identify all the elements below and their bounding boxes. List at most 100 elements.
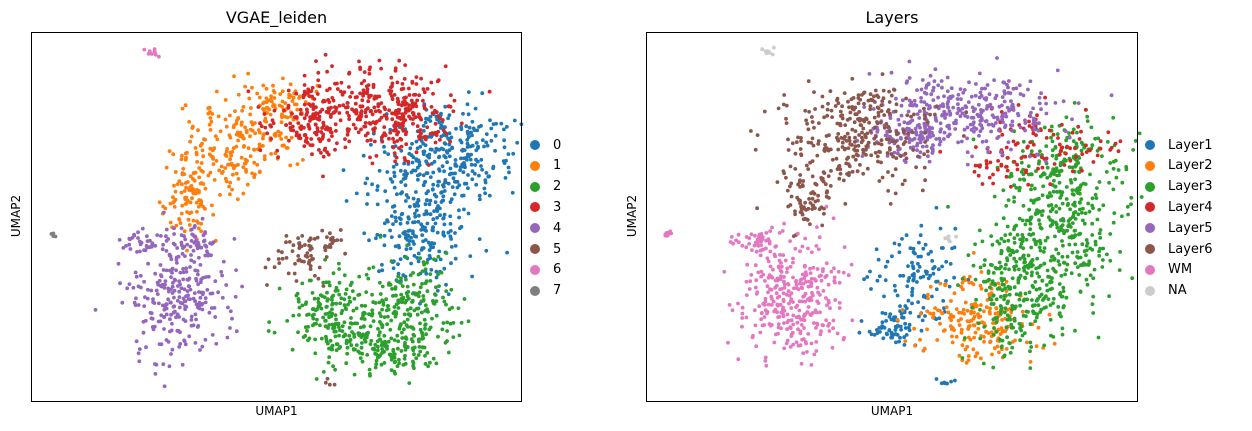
scatter-point <box>333 81 337 86</box>
scatter-point <box>373 342 378 347</box>
scatter-point <box>441 295 445 300</box>
scatter-point <box>1080 262 1085 267</box>
scatter-point <box>964 110 969 115</box>
legend-item: 6 <box>530 262 561 278</box>
scatter-point <box>423 326 427 331</box>
scatter-point <box>794 140 799 145</box>
scatter-point <box>886 189 891 193</box>
scatter-point <box>276 249 281 253</box>
scatter-point <box>480 167 484 172</box>
scatter-point <box>876 106 881 111</box>
scatter-point <box>134 339 139 344</box>
scatter-point <box>423 238 428 242</box>
scatter-point <box>1097 180 1102 184</box>
scatter-point <box>183 157 188 162</box>
scatter-point <box>994 329 999 334</box>
scatter-point <box>131 285 136 290</box>
scatter-point <box>339 311 344 316</box>
scatter-point <box>246 89 251 94</box>
scatter-point <box>329 237 333 242</box>
scatter-point <box>320 126 324 130</box>
scatter-point <box>955 111 960 116</box>
scatter-point <box>403 335 408 340</box>
scatter-point <box>781 102 786 107</box>
scatter-point <box>762 323 766 327</box>
scatter-point <box>752 243 757 248</box>
scatter-point <box>243 125 248 130</box>
scatter-point <box>965 125 970 130</box>
scatter-point <box>885 259 890 264</box>
scatter-point <box>1124 167 1129 172</box>
scatter-point <box>1025 145 1030 150</box>
scatter-point <box>421 297 426 302</box>
scatter-point <box>188 174 193 179</box>
scatter-point <box>953 127 958 131</box>
scatter-point <box>956 92 961 97</box>
left-points <box>49 47 524 389</box>
scatter-point <box>199 277 204 282</box>
scatter-point <box>912 98 917 103</box>
scatter-point <box>747 236 752 241</box>
scatter-point <box>412 334 417 338</box>
scatter-point <box>1073 228 1077 233</box>
scatter-point <box>321 280 326 285</box>
scatter-point <box>726 340 730 345</box>
scatter-point <box>200 292 205 297</box>
scatter-point <box>473 171 477 176</box>
scatter-point <box>331 293 336 298</box>
scatter-point <box>994 320 999 325</box>
scatter-point <box>429 245 434 250</box>
scatter-point <box>420 310 424 315</box>
scatter-point <box>1093 242 1098 247</box>
scatter-point <box>1019 328 1024 333</box>
scatter-point <box>1017 188 1022 193</box>
scatter-point <box>905 121 910 126</box>
scatter-point <box>1083 108 1088 112</box>
scatter-point <box>934 104 939 109</box>
scatter-point <box>875 278 880 283</box>
scatter-point <box>256 105 261 109</box>
scatter-point <box>332 382 337 387</box>
scatter-point <box>812 191 817 196</box>
scatter-point <box>1065 254 1070 259</box>
scatter-point <box>504 158 508 163</box>
scatter-point <box>988 340 992 345</box>
scatter-point <box>406 159 411 164</box>
scatter-point <box>879 138 884 143</box>
scatter-point <box>820 178 824 182</box>
scatter-point <box>790 330 795 335</box>
scatter-point <box>353 347 357 352</box>
scatter-point <box>1106 130 1111 135</box>
scatter-point <box>920 318 925 323</box>
scatter-point <box>855 148 860 153</box>
scatter-point <box>939 127 943 131</box>
scatter-point <box>182 338 187 343</box>
scatter-point <box>841 337 846 342</box>
scatter-point <box>210 241 215 246</box>
scatter-point <box>145 234 149 239</box>
scatter-point <box>470 119 475 124</box>
scatter-point <box>434 194 439 199</box>
scatter-point <box>313 273 317 278</box>
scatter-point <box>295 107 300 112</box>
scatter-point <box>1055 68 1060 73</box>
scatter-point <box>893 139 898 144</box>
scatter-point <box>239 155 244 160</box>
scatter-point <box>51 234 56 239</box>
scatter-point <box>860 93 864 97</box>
scatter-point <box>149 316 154 321</box>
scatter-point <box>333 334 338 339</box>
scatter-point <box>408 116 413 121</box>
scatter-point <box>993 121 998 125</box>
scatter-point <box>420 282 424 286</box>
scatter-point <box>128 237 132 242</box>
scatter-point <box>1054 222 1059 227</box>
scatter-point <box>938 321 942 326</box>
scatter-point <box>822 115 826 120</box>
scatter-point <box>371 319 376 323</box>
scatter-point <box>768 249 773 254</box>
scatter-point <box>424 229 428 233</box>
scatter-point <box>947 132 952 137</box>
scatter-point <box>1008 350 1013 355</box>
scatter-point <box>347 114 351 118</box>
